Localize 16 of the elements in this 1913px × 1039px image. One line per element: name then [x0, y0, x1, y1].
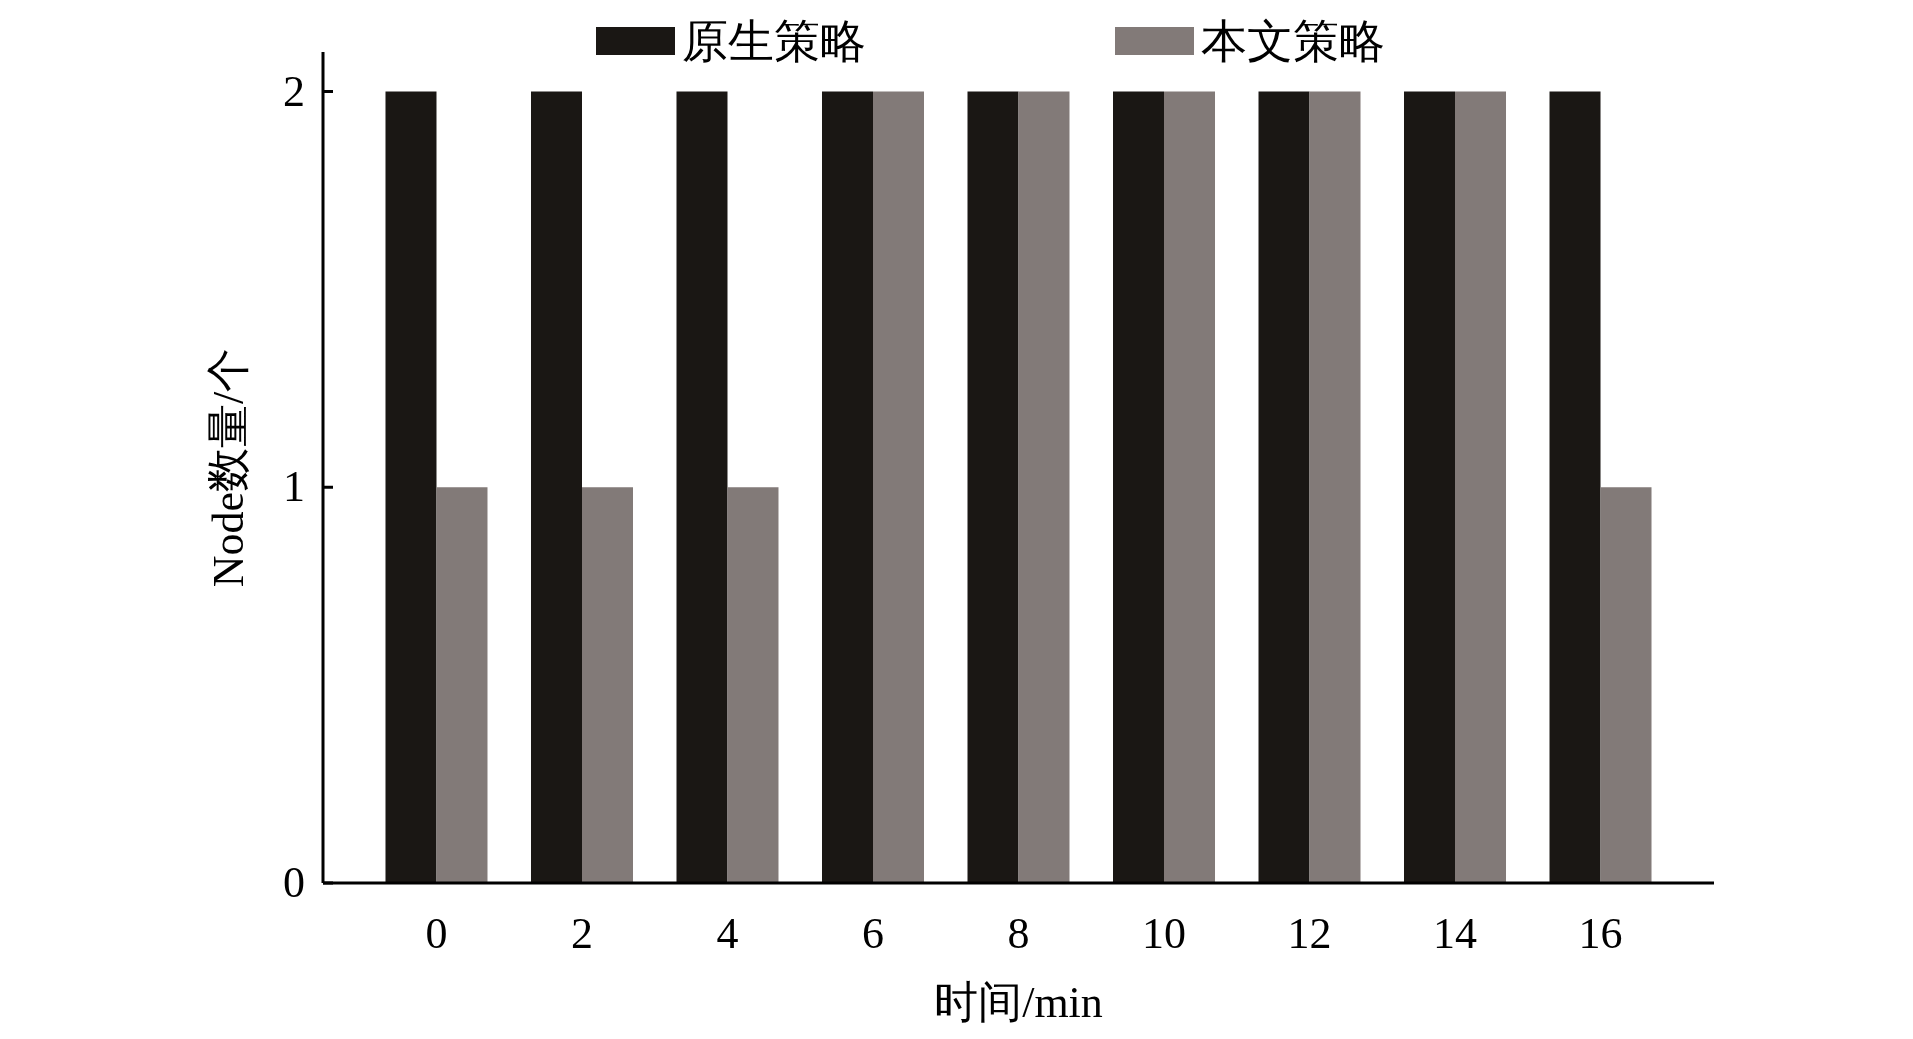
x-tick-label: 10	[1142, 909, 1186, 958]
y-tick-label: 1	[283, 462, 305, 512]
x-tick-label: 0	[425, 909, 448, 958]
x-tick-label: 16	[1578, 909, 1623, 958]
x-tick-label: 14	[1433, 909, 1478, 958]
legend-label: 原生策略	[682, 16, 866, 67]
x-tick-label: 12	[1287, 909, 1332, 958]
y-tick-label: 2	[283, 66, 305, 116]
y-tick-label: 0	[283, 858, 305, 907]
x-tick-label: 4	[716, 909, 739, 958]
legend-label: 本文策略	[1201, 16, 1385, 67]
x-tick-label: 8	[1007, 909, 1030, 958]
x-axis-title: 时间/min	[934, 978, 1103, 1027]
x-tick-label: 2	[570, 909, 593, 958]
x-tick-label: 6	[862, 909, 884, 958]
y-axis-title: Node数量/个	[204, 347, 253, 588]
